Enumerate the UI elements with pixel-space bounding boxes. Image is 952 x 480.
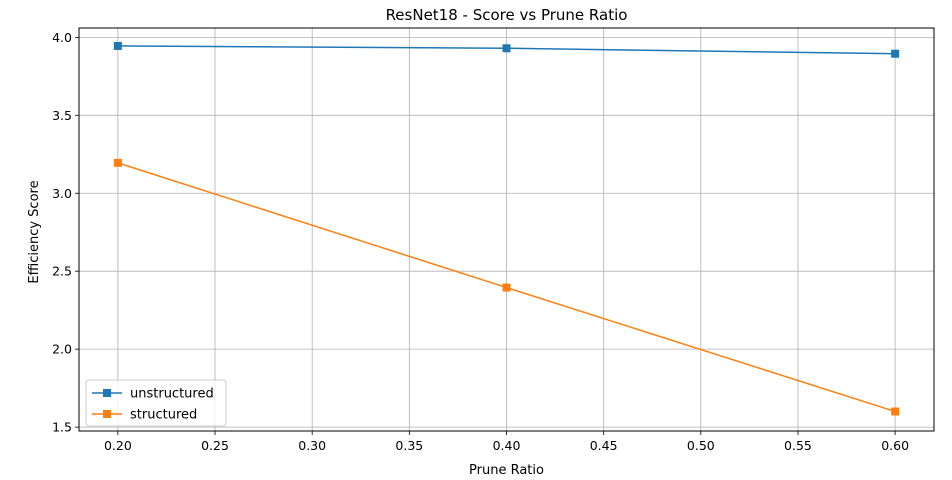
x-tick-label: 0.50 (687, 438, 715, 453)
legend: unstructured structured (85, 379, 227, 427)
series-layer (113, 41, 900, 416)
y-tick-label: 3.0 (52, 186, 72, 201)
x-tick-label: 0.55 (784, 438, 812, 453)
y-tick-label: 3.5 (52, 108, 72, 123)
x-tick-label: 0.45 (590, 438, 618, 453)
data-point-structured (891, 407, 900, 416)
x-axis: 0.20 0.25 0.30 0.35 0.40 0.45 0.50 0.55 0.60 (104, 431, 909, 453)
x-axis-title: Prune Ratio (469, 463, 544, 478)
y-axis: 1.5 2.0 2.5 3.0 3.5 4.0 (52, 30, 79, 435)
data-point-structured (113, 158, 122, 167)
x-tick-label: 0.40 (493, 438, 521, 453)
y-tick-label: 1.5 (52, 420, 72, 435)
series-unstructured (113, 41, 900, 58)
data-point-unstructured (113, 41, 122, 50)
data-point-unstructured (502, 44, 511, 53)
x-tick-label: 0.20 (104, 438, 132, 453)
legend-swatch-marker (103, 389, 111, 397)
chart-title: ResNet18 - Score vs Prune Ratio (386, 6, 628, 24)
legend-item-structured: structured (92, 408, 197, 423)
x-tick-label: 0.25 (201, 438, 229, 453)
x-tick-label: 0.30 (298, 438, 326, 453)
data-point-unstructured (891, 49, 900, 58)
data-point-structured (502, 283, 511, 292)
x-tick-label: 0.60 (881, 438, 909, 453)
series-structured (113, 158, 900, 416)
legend-label: structured (130, 408, 197, 423)
y-tick-label: 2.0 (52, 342, 72, 357)
y-axis-title: Efficiency Score (27, 180, 42, 283)
y-tick-label: 2.5 (52, 264, 72, 279)
legend-swatch-marker (103, 410, 111, 418)
legend-item-unstructured: unstructured (92, 387, 214, 402)
x-tick-label: 0.35 (395, 438, 423, 453)
legend-label: unstructured (130, 387, 214, 402)
y-tick-label: 4.0 (52, 30, 72, 45)
grid (79, 28, 934, 431)
